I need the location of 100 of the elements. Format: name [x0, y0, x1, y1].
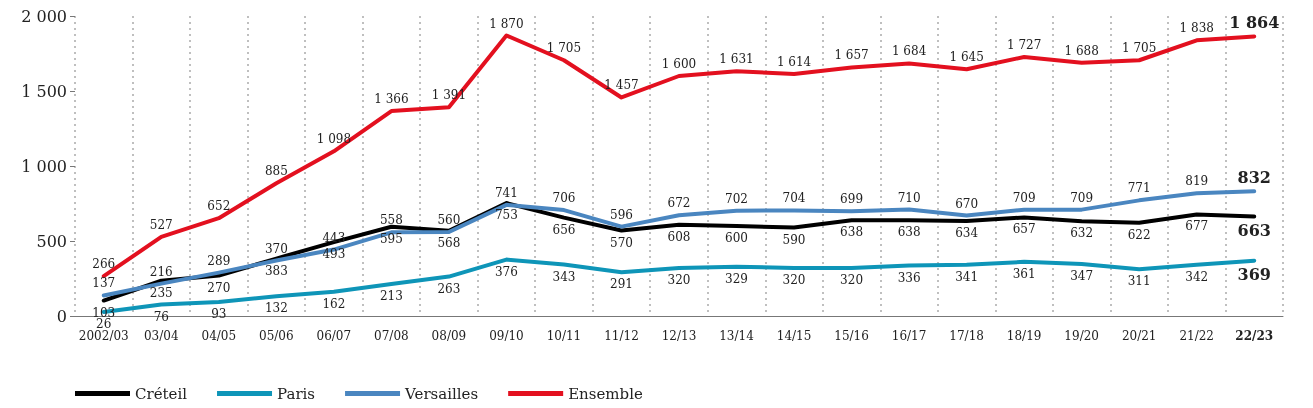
data-label: 527: [149, 217, 173, 232]
data-label: 595: [379, 231, 403, 246]
y-tick-label: 500: [36, 231, 67, 251]
data-label: 291: [610, 277, 633, 292]
data-label: 1 688: [1064, 43, 1099, 58]
data-label: 1 366: [374, 92, 409, 107]
data-label: 270: [207, 280, 231, 295]
data-label: 347: [1070, 268, 1094, 283]
data-label: 657: [1012, 222, 1036, 237]
x-tick-label: 05/06: [259, 329, 294, 343]
data-label: 361: [1012, 266, 1036, 281]
data-label: 885: [264, 164, 288, 179]
x-tick-label: 18/19: [1006, 329, 1042, 343]
data-label: 634: [955, 225, 979, 240]
data-label: 1 705: [1122, 41, 1157, 56]
data-label: 622: [1127, 227, 1151, 242]
x-tick-label: 08/09: [431, 329, 467, 343]
data-label: 263: [437, 281, 461, 296]
data-label: 162: [322, 296, 346, 311]
data-label: 702: [725, 191, 748, 206]
data-label: 1 645: [949, 50, 984, 65]
data-label: 709: [1070, 190, 1094, 205]
data-label: 1 684: [891, 44, 927, 59]
data-label: 1 864: [1229, 12, 1280, 32]
data-label: 137: [92, 276, 116, 291]
data-label: 677: [1185, 219, 1209, 234]
y-tick-label: 2 000: [21, 6, 67, 26]
data-label: 369: [1237, 265, 1271, 285]
data-label: 266: [92, 257, 116, 272]
data-label: 132: [264, 301, 288, 316]
x-tick-label: 06/07: [316, 329, 352, 343]
data-label: 656: [552, 222, 576, 237]
x-tick-label: 19/20: [1064, 329, 1099, 343]
data-label: 320: [840, 273, 864, 287]
data-label: 741: [494, 185, 518, 200]
x-tick-label: 13/14: [719, 329, 755, 343]
data-label: 1 600: [661, 57, 697, 71]
y-tick-label: 0: [56, 306, 67, 326]
data-label: 213: [379, 289, 403, 304]
data-label: 596: [610, 207, 633, 222]
data-label: 1 727: [1006, 37, 1042, 52]
data-label: 663: [1237, 221, 1271, 241]
data-label: 709: [1012, 190, 1036, 205]
data-label: 1 457: [604, 78, 639, 93]
data-label: 699: [840, 192, 864, 207]
data-label: 216: [149, 264, 173, 279]
data-label: 819: [1185, 174, 1209, 189]
data-label: 558: [379, 213, 403, 228]
legend-label: Ensemble: [568, 384, 643, 403]
data-label: 1 631: [719, 52, 754, 67]
data-label: 704: [782, 191, 806, 206]
x-tick-label: 21/22: [1179, 329, 1215, 343]
x-tick-label: 11/12: [604, 329, 639, 343]
x-tick-label: 2002/03: [78, 329, 129, 343]
data-label: 320: [667, 273, 691, 287]
data-label: 336: [897, 270, 921, 285]
data-label: 343: [552, 269, 576, 284]
legend-label: Versailles: [404, 384, 479, 403]
data-label: 376: [494, 264, 518, 279]
data-label: 570: [610, 235, 633, 250]
x-tick-label: 04/05: [201, 329, 237, 343]
data-label: 342: [1185, 269, 1209, 284]
data-label: 832: [1237, 167, 1271, 187]
data-label: 632: [1070, 226, 1094, 241]
data-label: 493: [322, 247, 346, 262]
data-label: 341: [955, 269, 979, 284]
data-label: 608: [667, 229, 691, 244]
data-label: 652: [207, 199, 231, 214]
x-tick-label: 03/04: [143, 329, 179, 343]
data-label: 383: [264, 263, 288, 278]
data-label: 1 705: [546, 41, 582, 56]
data-label: 320: [782, 273, 806, 287]
data-label: 638: [897, 225, 921, 240]
x-tick-label: 09/10: [489, 329, 524, 343]
data-label: 235: [149, 285, 173, 300]
data-label: 560: [437, 213, 461, 227]
data-label: 1 870: [489, 16, 524, 31]
x-tick-label: 22/23: [1235, 329, 1274, 343]
x-tick-label: 15/16: [834, 329, 869, 343]
data-label: 1 614: [776, 54, 812, 69]
data-label: 753: [494, 208, 518, 223]
x-tick-label: 12/13: [661, 329, 697, 343]
data-label: 590: [782, 232, 806, 247]
data-label: 1 657: [834, 48, 869, 63]
y-tick-label: 1 000: [21, 156, 67, 176]
data-label: 289: [207, 253, 231, 268]
x-tick-label: 14/15: [776, 329, 812, 343]
data-label: 710: [897, 190, 921, 205]
data-label: 329: [725, 271, 748, 286]
data-label: 1 838: [1179, 21, 1214, 36]
data-label: 443: [322, 230, 346, 245]
x-tick-label: 07/08: [374, 329, 409, 343]
data-label: 311: [1127, 274, 1151, 289]
data-label: 568: [437, 235, 461, 250]
data-label: 771: [1127, 181, 1151, 196]
x-tick-label: 20/21: [1121, 329, 1157, 343]
data-label: 672: [667, 196, 691, 211]
y-tick-label: 1 500: [21, 81, 67, 101]
x-tick-label: 10/11: [546, 329, 582, 343]
data-label: 670: [955, 196, 979, 211]
